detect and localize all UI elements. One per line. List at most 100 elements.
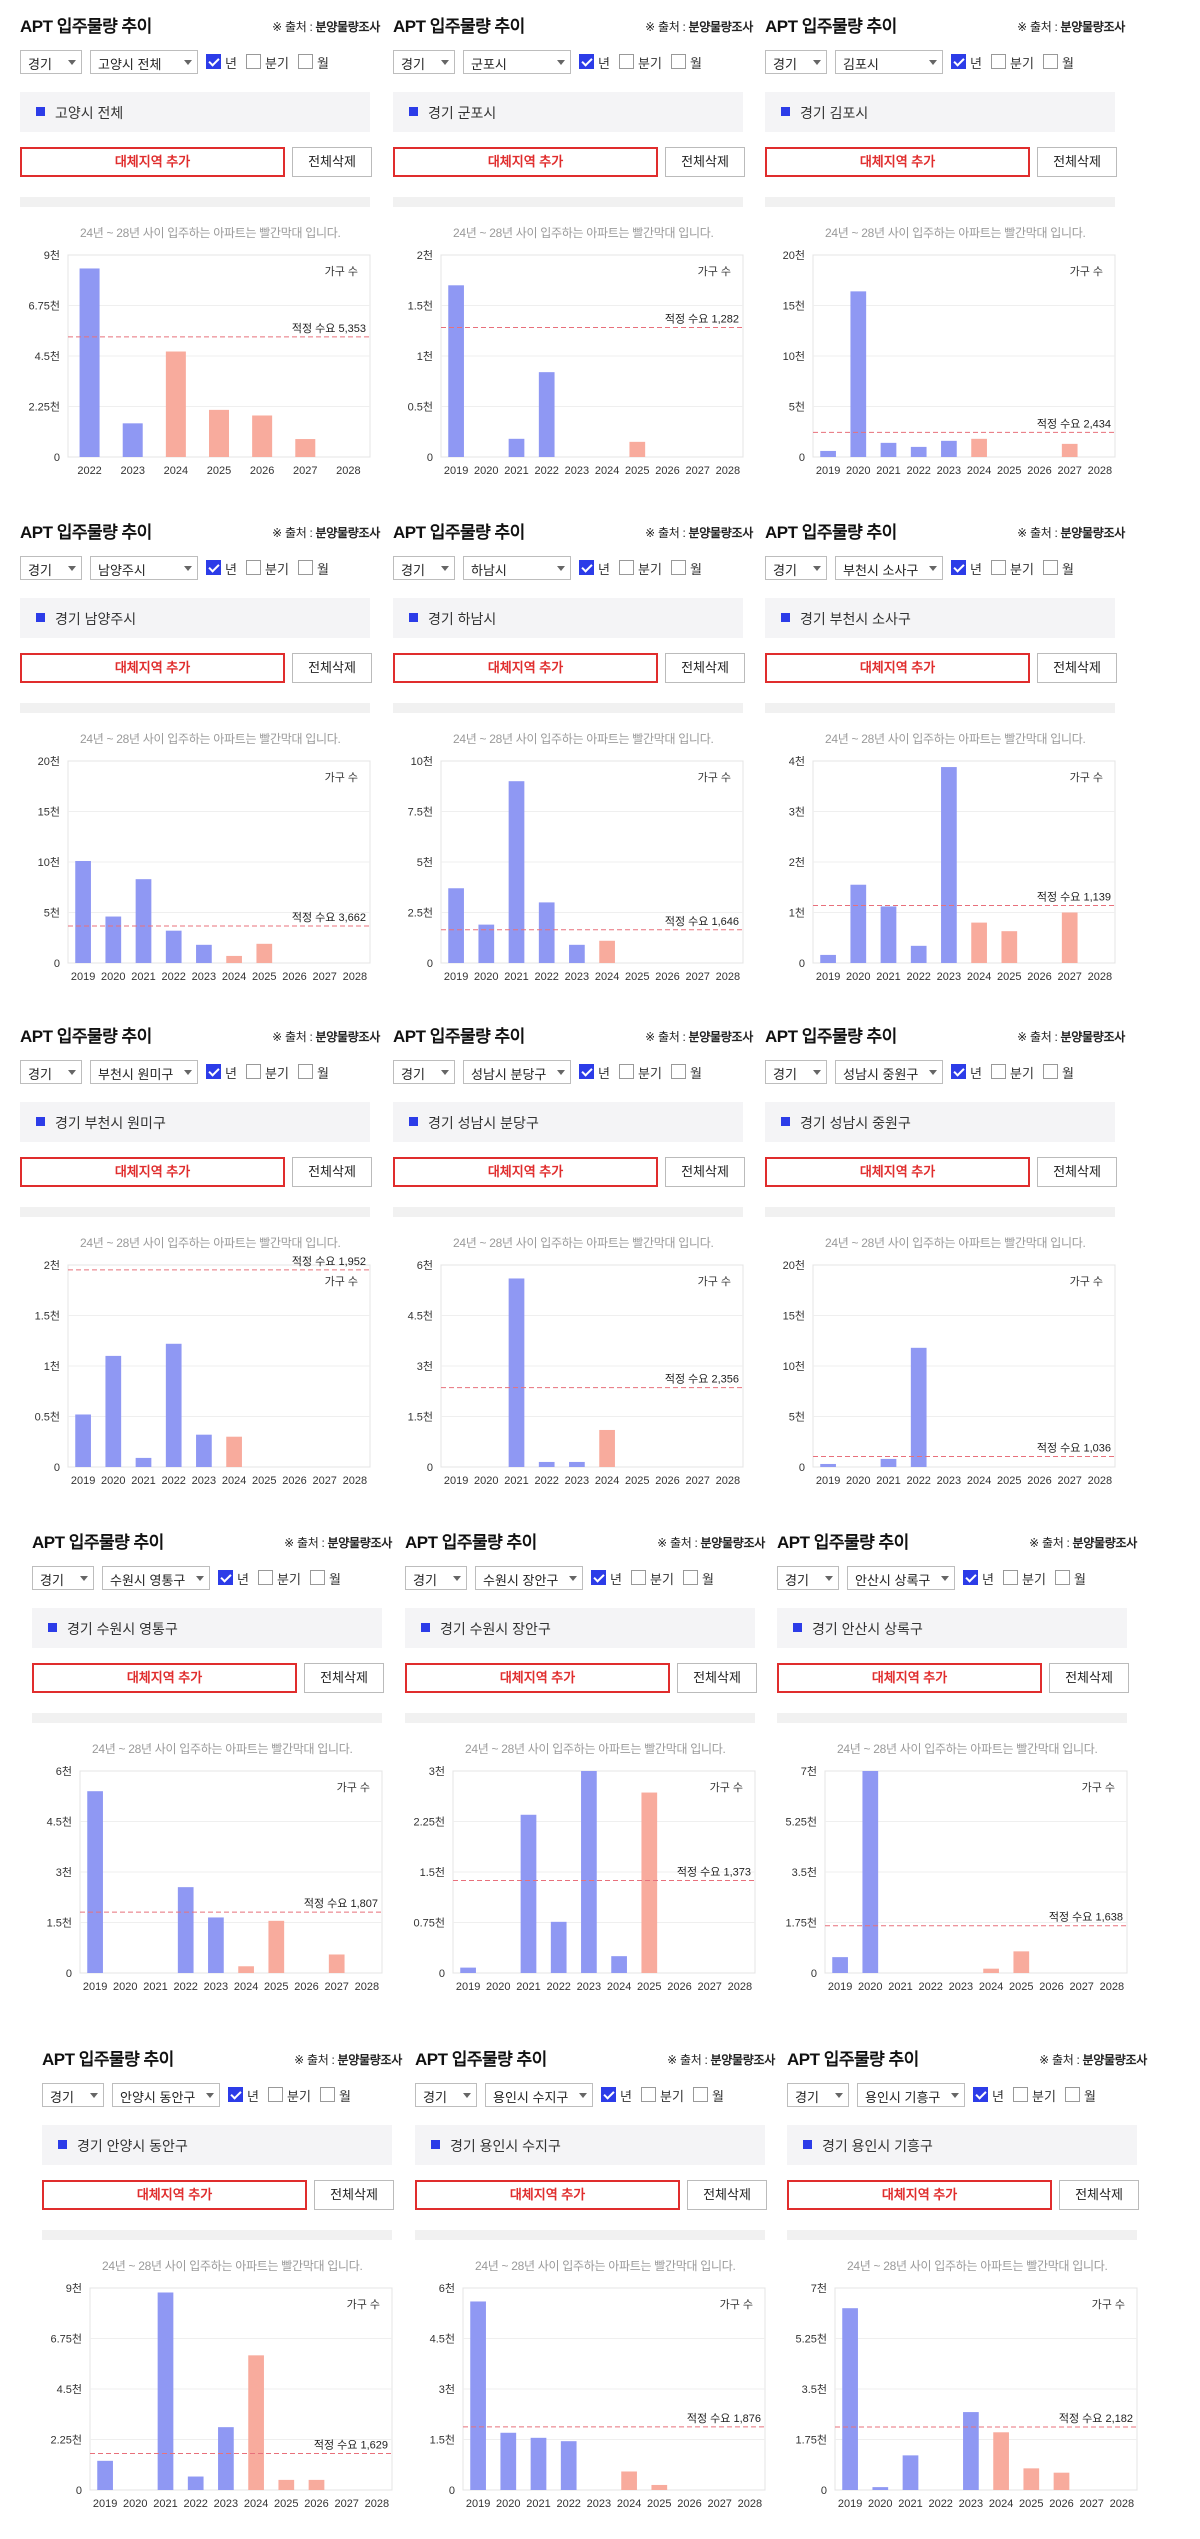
period-quarter-checkbox[interactable]	[246, 1064, 261, 1079]
province-select[interactable]: 경기	[393, 50, 455, 74]
province-select[interactable]: 경기	[787, 2083, 849, 2107]
period-quarter-checkbox[interactable]	[246, 54, 261, 69]
delete-all-button[interactable]: 전체삭제	[677, 1663, 757, 1693]
period-year-checkbox[interactable]	[951, 54, 966, 69]
period-month-checkbox[interactable]	[671, 560, 686, 575]
period-year-checkbox[interactable]	[579, 54, 594, 69]
period-year-checkbox[interactable]	[951, 1064, 966, 1079]
province-select[interactable]: 경기	[415, 2083, 477, 2107]
period-quarter-checkbox[interactable]	[631, 1570, 646, 1585]
add-region-button[interactable]: 대체지역 추가	[20, 147, 285, 177]
city-select[interactable]: 하남시	[463, 556, 571, 580]
add-region-button[interactable]: 대체지역 추가	[393, 147, 658, 177]
delete-all-button[interactable]: 전체삭제	[665, 653, 745, 683]
delete-all-button[interactable]: 전체삭제	[687, 2180, 767, 2210]
add-region-button[interactable]: 대체지역 추가	[765, 1157, 1030, 1187]
city-select[interactable]: 고양시 전체	[90, 50, 198, 74]
city-select[interactable]: 안양시 동안구	[112, 2083, 220, 2107]
add-region-button[interactable]: 대체지역 추가	[42, 2180, 307, 2210]
delete-all-button[interactable]: 전체삭제	[1037, 147, 1117, 177]
period-year-checkbox[interactable]	[218, 1570, 233, 1585]
city-select[interactable]: 부천시 원미구	[90, 1060, 198, 1084]
province-select[interactable]: 경기	[777, 1566, 839, 1590]
province-select[interactable]: 경기	[405, 1566, 467, 1590]
add-region-button[interactable]: 대체지역 추가	[777, 1663, 1042, 1693]
period-year-checkbox[interactable]	[206, 560, 221, 575]
period-month-checkbox[interactable]	[1055, 1570, 1070, 1585]
city-select[interactable]: 성남시 중원구	[835, 1060, 943, 1084]
delete-all-button[interactable]: 전체삭제	[1049, 1663, 1129, 1693]
delete-all-button[interactable]: 전체삭제	[665, 1157, 745, 1187]
delete-all-button[interactable]: 전체삭제	[665, 147, 745, 177]
province-select[interactable]: 경기	[20, 556, 82, 580]
province-select[interactable]: 경기	[393, 556, 455, 580]
add-region-button[interactable]: 대체지역 추가	[405, 1663, 670, 1693]
period-month-checkbox[interactable]	[1043, 1064, 1058, 1079]
province-select[interactable]: 경기	[32, 1566, 94, 1590]
period-year-checkbox[interactable]	[579, 560, 594, 575]
period-month-checkbox[interactable]	[1043, 54, 1058, 69]
city-select[interactable]: 부천시 소사구	[835, 556, 943, 580]
add-region-button[interactable]: 대체지역 추가	[765, 147, 1030, 177]
province-select[interactable]: 경기	[20, 50, 82, 74]
period-quarter-checkbox[interactable]	[619, 54, 634, 69]
province-select[interactable]: 경기	[765, 50, 827, 74]
period-quarter-checkbox[interactable]	[1013, 2087, 1028, 2102]
period-quarter-checkbox[interactable]	[619, 1064, 634, 1079]
period-month-checkbox[interactable]	[298, 560, 313, 575]
province-select[interactable]: 경기	[765, 1060, 827, 1084]
province-select[interactable]: 경기	[765, 556, 827, 580]
delete-all-button[interactable]: 전체삭제	[304, 1663, 384, 1693]
period-quarter-checkbox[interactable]	[641, 2087, 656, 2102]
add-region-button[interactable]: 대체지역 추가	[393, 653, 658, 683]
period-quarter-checkbox[interactable]	[619, 560, 634, 575]
add-region-button[interactable]: 대체지역 추가	[20, 653, 285, 683]
period-month-checkbox[interactable]	[1043, 560, 1058, 575]
period-year-checkbox[interactable]	[206, 1064, 221, 1079]
period-quarter-checkbox[interactable]	[991, 54, 1006, 69]
period-year-checkbox[interactable]	[951, 560, 966, 575]
period-quarter-checkbox[interactable]	[1003, 1570, 1018, 1585]
period-month-checkbox[interactable]	[298, 54, 313, 69]
period-year-checkbox[interactable]	[601, 2087, 616, 2102]
city-select[interactable]: 김포시	[835, 50, 943, 74]
add-region-button[interactable]: 대체지역 추가	[415, 2180, 680, 2210]
city-select[interactable]: 군포시	[463, 50, 571, 74]
city-select[interactable]: 수원시 장안구	[475, 1566, 583, 1590]
period-month-checkbox[interactable]	[1065, 2087, 1080, 2102]
delete-all-button[interactable]: 전체삭제	[314, 2180, 394, 2210]
period-quarter-checkbox[interactable]	[991, 560, 1006, 575]
period-year-checkbox[interactable]	[963, 1570, 978, 1585]
add-region-button[interactable]: 대체지역 추가	[393, 1157, 658, 1187]
period-month-checkbox[interactable]	[693, 2087, 708, 2102]
delete-all-button[interactable]: 전체삭제	[1059, 2180, 1139, 2210]
period-month-checkbox[interactable]	[298, 1064, 313, 1079]
period-month-checkbox[interactable]	[671, 54, 686, 69]
delete-all-button[interactable]: 전체삭제	[1037, 1157, 1117, 1187]
add-region-button[interactable]: 대체지역 추가	[20, 1157, 285, 1187]
period-year-checkbox[interactable]	[973, 2087, 988, 2102]
province-select[interactable]: 경기	[393, 1060, 455, 1084]
delete-all-button[interactable]: 전체삭제	[292, 653, 372, 683]
province-select[interactable]: 경기	[42, 2083, 104, 2107]
add-region-button[interactable]: 대체지역 추가	[32, 1663, 297, 1693]
period-quarter-checkbox[interactable]	[246, 560, 261, 575]
city-select[interactable]: 성남시 분당구	[463, 1060, 571, 1084]
period-quarter-checkbox[interactable]	[991, 1064, 1006, 1079]
period-month-checkbox[interactable]	[310, 1570, 325, 1585]
period-month-checkbox[interactable]	[683, 1570, 698, 1585]
city-select[interactable]: 안산시 상록구	[847, 1566, 955, 1590]
delete-all-button[interactable]: 전체삭제	[1037, 653, 1117, 683]
period-year-checkbox[interactable]	[579, 1064, 594, 1079]
period-quarter-checkbox[interactable]	[268, 2087, 283, 2102]
city-select[interactable]: 용인시 기흥구	[857, 2083, 965, 2107]
period-year-checkbox[interactable]	[228, 2087, 243, 2102]
province-select[interactable]: 경기	[20, 1060, 82, 1084]
add-region-button[interactable]: 대체지역 추가	[787, 2180, 1052, 2210]
period-year-checkbox[interactable]	[206, 54, 221, 69]
add-region-button[interactable]: 대체지역 추가	[765, 653, 1030, 683]
delete-all-button[interactable]: 전체삭제	[292, 147, 372, 177]
city-select[interactable]: 남양주시	[90, 556, 198, 580]
period-quarter-checkbox[interactable]	[258, 1570, 273, 1585]
period-month-checkbox[interactable]	[671, 1064, 686, 1079]
